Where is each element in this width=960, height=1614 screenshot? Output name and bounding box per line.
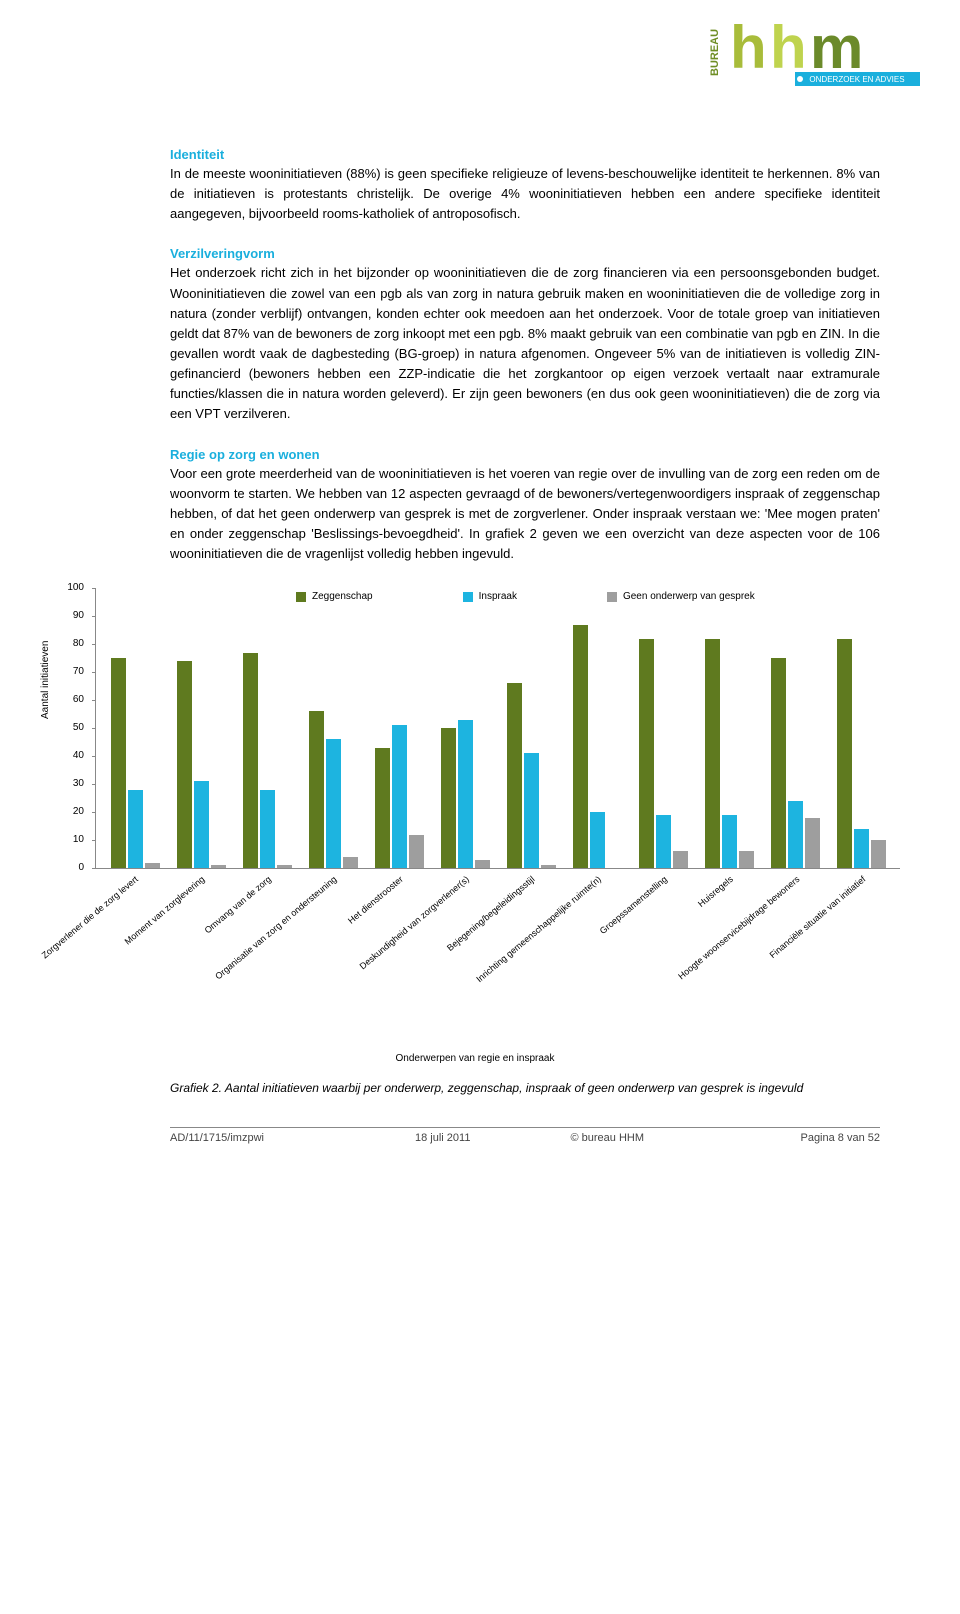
chart: Aantal initiatieven Zeggenschap Inspraak… [40,589,910,1069]
bar [211,865,226,868]
bar-group [366,589,432,868]
bar [722,815,737,868]
ytick-label: 60 [73,694,84,705]
xlabel: Zorgverlener die de zorg levert [101,874,167,1044]
bar [524,753,539,868]
xlabel: Inrichting gemeenschappelijke ruimte(n) [564,874,630,1044]
bar [788,801,803,868]
bar [739,851,754,868]
bar-group [234,589,300,868]
text-regie: Voor een grote meerderheid van de woonin… [170,464,880,565]
bar [260,790,275,868]
svg-text:h: h [730,14,767,81]
bar-group [564,589,630,868]
bar-group [696,589,762,868]
chart-bars [96,589,900,868]
heading-identiteit: Identiteit [170,147,880,162]
bar [656,815,671,868]
xlabel: Hoogte woonservicebijdrage bewoners [762,874,828,1044]
text-identiteit: In de meeste wooninitiatieven (88%) is g… [170,164,880,224]
footer: AD/11/1715/imzpwi 18 juli 2011 © bureau … [170,1127,880,1144]
ytick-label: 80 [73,638,84,649]
ytick-label: 100 [67,582,84,593]
text-verzilvering: Het onderzoek richt zich in het bijzonde… [170,263,880,424]
xlabel: Deskundigheid van zorgverlener(s) [431,874,497,1044]
bar [639,639,654,869]
xlabel: Financiële situatie van initiatief [828,874,894,1044]
bar [111,658,126,868]
svg-text:m: m [810,14,863,81]
bar-group [300,589,366,868]
bar [409,835,424,869]
svg-text:h: h [770,14,807,81]
bar-group [630,589,696,868]
logo: BUREAU h h m ONDERZOEK EN ADVIES [710,10,920,90]
logo-svg: BUREAU h h m ONDERZOEK EN ADVIES [710,10,920,90]
ytick-label: 10 [73,834,84,845]
bar-group [102,589,168,868]
bar [392,725,407,868]
bar [343,857,358,868]
xlabel: Organisatie van zorg en ondersteuning [299,874,365,1044]
logo-tagline: ONDERZOEK EN ADVIES [809,75,904,84]
bar [458,720,473,868]
bar [573,625,588,869]
bar [441,728,456,868]
xlabel: Groepssamenstelling [630,874,696,1044]
bar-group [432,589,498,868]
ytick-label: 0 [78,862,84,873]
bar-group [168,589,234,868]
ytick-label: 50 [73,722,84,733]
bar [590,812,605,868]
bar-group [762,589,828,868]
bar [277,865,292,868]
bar [375,748,390,868]
bar [673,851,688,868]
heading-regie: Regie op zorg en wonen [170,447,880,462]
bar [309,711,324,868]
bar-group [828,589,894,868]
footer-docref: AD/11/1715/imzpwi [170,1132,355,1144]
bar [326,739,341,868]
chart-plot: Zeggenschap Inspraak Geen onderwerp van … [95,589,900,869]
ytick-label: 90 [73,610,84,621]
page: BUREAU h h m ONDERZOEK EN ADVIES Identit… [0,0,960,1164]
ytick-label: 40 [73,750,84,761]
bar [541,865,556,868]
footer-owner: © bureau HHM [530,1132,685,1144]
bar [475,860,490,868]
footer-date: 18 juli 2011 [365,1132,520,1144]
bar [507,683,522,868]
bar [177,661,192,868]
bar [771,658,786,868]
bar [871,840,886,868]
bar [854,829,869,868]
ytick-label: 20 [73,806,84,817]
chart-ylabel: Aantal initiatieven [40,641,51,719]
bar [705,639,720,869]
ytick-label: 70 [73,666,84,677]
bar [837,639,852,869]
chart-caption: Grafiek 2. Aantal initiatieven waarbij p… [170,1079,880,1097]
chart-xlabels: Zorgverlener die de zorg levertMoment va… [95,874,900,1044]
bar [805,818,820,868]
chart-xaxis-label: Onderwerpen van regie en inspraak [40,1053,910,1064]
heading-verzilvering: Verzilveringvorm [170,246,880,261]
logo-prefix: BUREAU [710,29,721,76]
footer-page: Pagina 8 van 52 [695,1132,880,1144]
bar [194,781,209,868]
bar [145,863,160,869]
bar-group [498,589,564,868]
xlabel: Moment van zorglevering [167,874,233,1044]
ytick-label: 30 [73,778,84,789]
bar [243,653,258,869]
bar [128,790,143,868]
